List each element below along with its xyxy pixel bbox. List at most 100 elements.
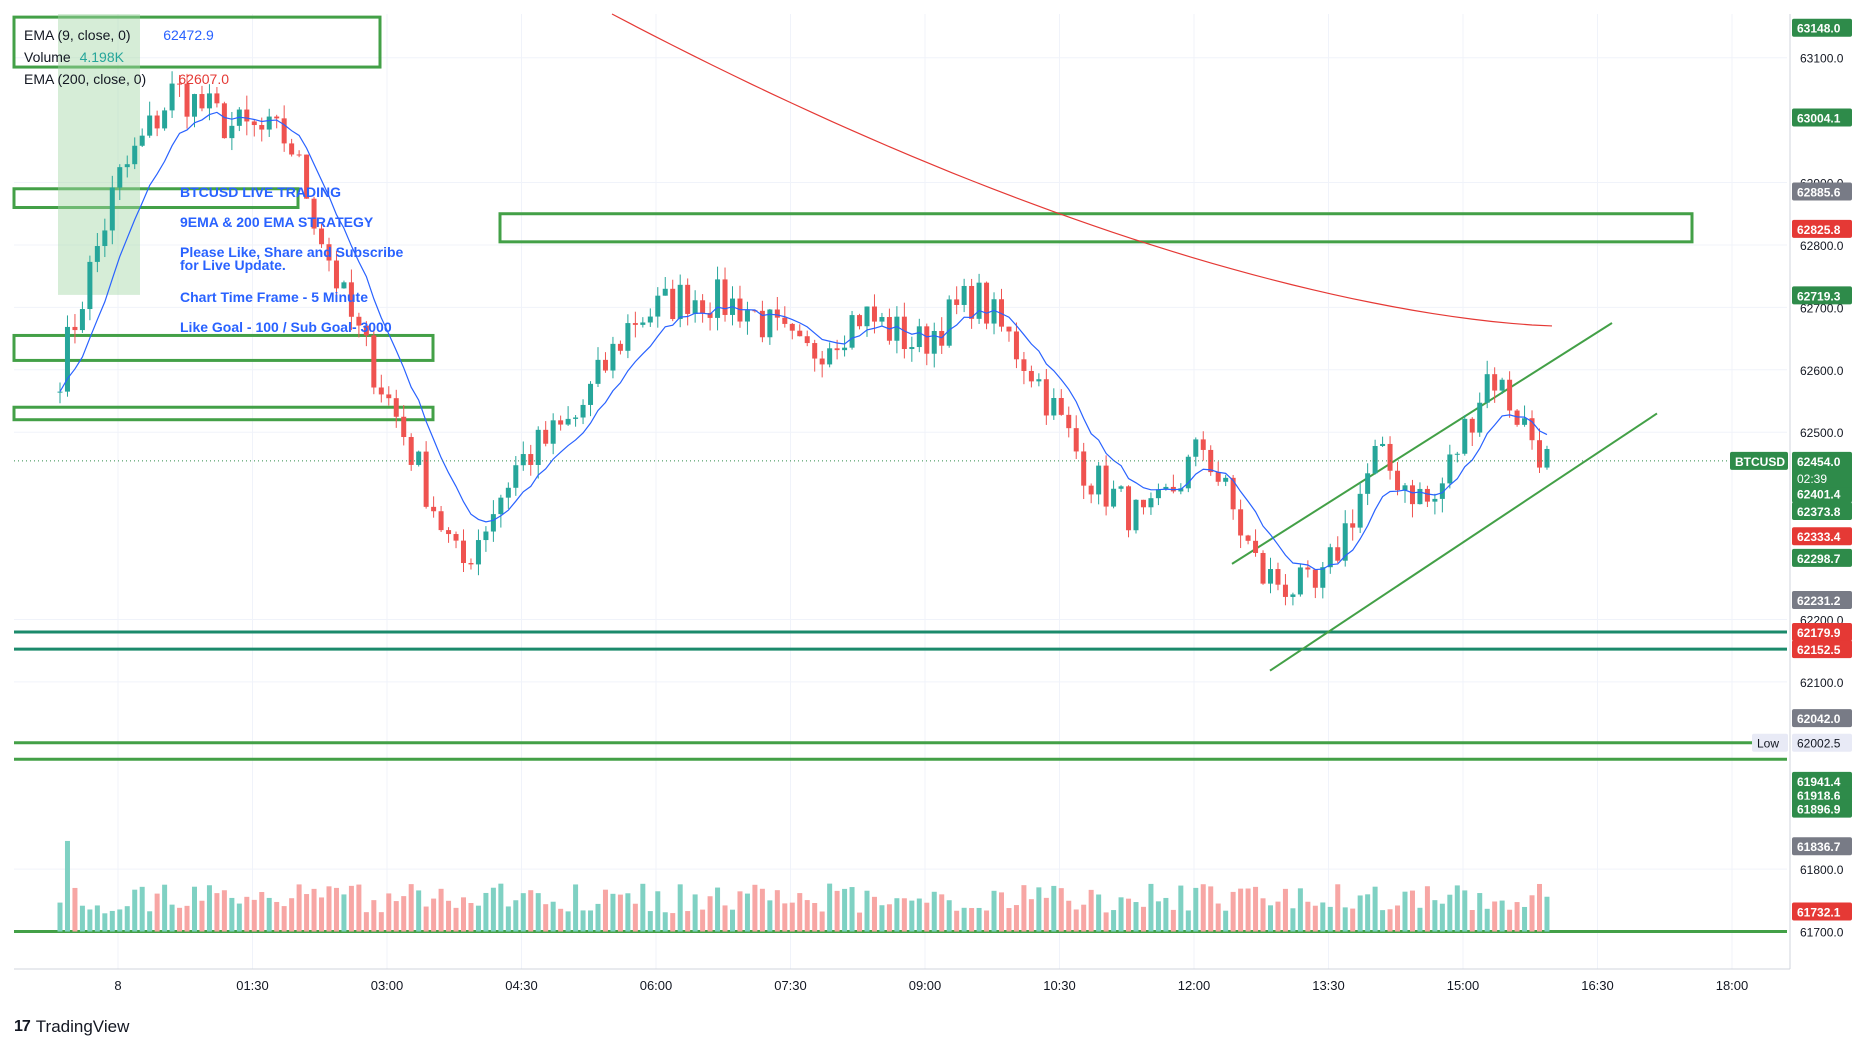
time-tick-label: 09:00 xyxy=(909,978,942,993)
volume-bar xyxy=(1492,901,1498,932)
volume-bar xyxy=(961,907,967,932)
zone-rectangle xyxy=(12,333,435,362)
candle-body xyxy=(819,358,825,365)
volume-bar xyxy=(304,894,310,932)
volume-bar xyxy=(1335,884,1341,932)
low-badge xyxy=(1752,733,1788,752)
price-label-box xyxy=(1792,786,1852,805)
volume-bar xyxy=(894,898,900,932)
volume-bar xyxy=(1529,895,1535,932)
volume-bar xyxy=(1372,886,1378,932)
symbol-badge xyxy=(1730,451,1788,470)
channel-lower-line xyxy=(1269,412,1658,672)
volume-bar xyxy=(588,910,594,932)
candle-body xyxy=(132,145,138,165)
candle-body xyxy=(64,326,70,392)
candle-body xyxy=(1111,488,1117,507)
candle-body xyxy=(528,454,534,465)
candle-body xyxy=(1073,428,1079,452)
candle-body xyxy=(685,284,691,314)
volume-bar xyxy=(162,884,168,932)
volume-bar xyxy=(1469,910,1475,932)
volume-bar xyxy=(849,887,855,932)
candle-body xyxy=(991,299,997,324)
volume-bar xyxy=(1327,906,1333,932)
volume-bar xyxy=(1537,883,1542,932)
volume-bar xyxy=(946,900,952,932)
candle-body xyxy=(1365,473,1371,494)
volume-bar xyxy=(1036,887,1042,932)
tradingview-footer: 17 TradingView xyxy=(14,1017,129,1037)
volume-bar xyxy=(1544,896,1550,932)
volume-bar xyxy=(595,903,601,932)
volume-bar xyxy=(147,911,153,932)
candle-body xyxy=(468,563,474,565)
volume-bar xyxy=(244,896,250,932)
price-label-text: 62333.4 xyxy=(1797,530,1841,544)
candle-body xyxy=(453,534,459,541)
volume-bar xyxy=(655,891,661,932)
candle-body xyxy=(602,359,608,371)
volume-bar xyxy=(468,903,474,932)
candle-body xyxy=(1409,485,1415,505)
candle-body xyxy=(154,115,160,129)
volume-bar xyxy=(1342,907,1348,932)
candle-body xyxy=(1245,535,1251,541)
volume-bar xyxy=(1006,908,1012,932)
plot-background xyxy=(14,14,1787,969)
volume-bar xyxy=(236,903,242,932)
price-label-box xyxy=(1792,590,1852,609)
price-label-box xyxy=(1792,623,1852,642)
candle-body xyxy=(438,511,444,531)
candle-body xyxy=(789,323,795,331)
candle-body xyxy=(707,312,713,318)
annotation-text: Please Like, Share and Subscribe xyxy=(180,244,404,260)
price-label-text: 62042.0 xyxy=(1797,712,1841,726)
price-label-box xyxy=(1792,501,1852,520)
volume-bar xyxy=(602,889,608,932)
volume-bar xyxy=(326,886,332,932)
price-label-text: 63004.1 xyxy=(1797,112,1841,126)
candle-body xyxy=(558,420,564,425)
volume-bar xyxy=(1417,907,1423,932)
volume-bar xyxy=(363,912,369,932)
volume-bar xyxy=(1140,906,1146,932)
volume-bar xyxy=(274,901,280,932)
volume-bar xyxy=(550,901,556,932)
candle-body xyxy=(1096,465,1102,495)
candle-body xyxy=(266,116,272,130)
price-label-text: 61732.1 xyxy=(1797,906,1841,920)
volume-bar xyxy=(931,891,937,932)
candle-body xyxy=(984,282,990,324)
candle-body xyxy=(842,347,848,351)
price-label-box xyxy=(1792,108,1852,127)
volume-bar xyxy=(1013,905,1019,932)
volume-bar xyxy=(386,893,392,932)
time-tick-label: 16:30 xyxy=(1581,978,1614,993)
candle-body xyxy=(999,299,1004,327)
candle-body xyxy=(1395,470,1401,491)
candle-body xyxy=(1484,374,1490,403)
candle-body xyxy=(289,143,295,155)
candle-body xyxy=(1193,439,1199,457)
price-label-box xyxy=(1792,182,1852,201)
candle-body xyxy=(1036,379,1042,382)
zone-rectangle xyxy=(12,405,435,422)
candle-body xyxy=(1507,379,1513,411)
candle-body xyxy=(1066,414,1072,429)
candle-body xyxy=(1417,488,1423,505)
candle-body xyxy=(431,506,437,512)
countdown-timer: 02:39 xyxy=(1797,472,1827,486)
volume-bar xyxy=(251,899,257,932)
volume-bar xyxy=(408,884,414,932)
volume-bar xyxy=(1402,891,1408,932)
volume-bar xyxy=(939,894,945,932)
price-label-box xyxy=(1792,799,1852,818)
candle-body xyxy=(655,295,661,317)
volume-bar xyxy=(1170,909,1176,932)
volume-bar xyxy=(857,912,863,932)
volume-bar xyxy=(333,887,339,932)
candle-body xyxy=(894,316,900,341)
